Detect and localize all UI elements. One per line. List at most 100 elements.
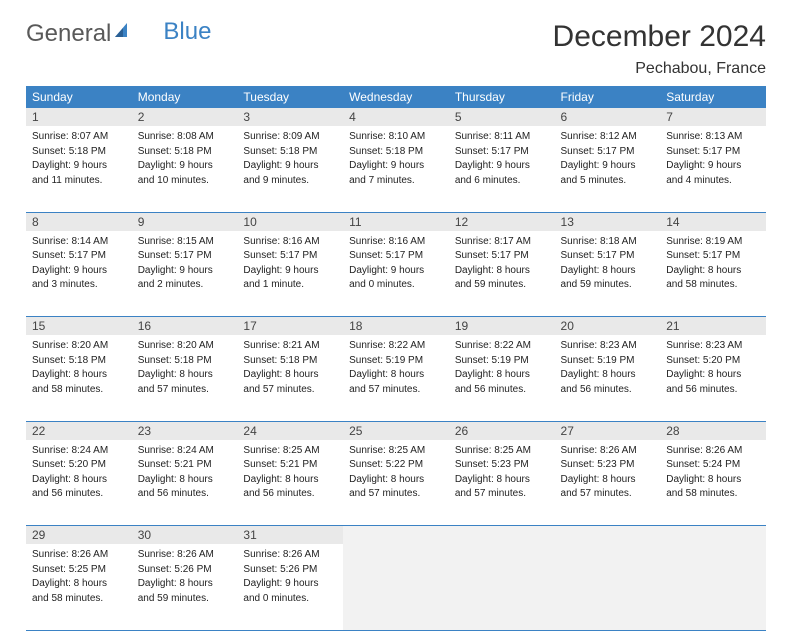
sunset-text: Sunset: 5:18 PM bbox=[32, 354, 126, 368]
day-cell: Sunrise: 8:21 AMSunset: 5:18 PMDaylight:… bbox=[237, 335, 343, 421]
daylight-text: Daylight: 8 hours bbox=[561, 368, 655, 382]
sunrise-text: Sunrise: 8:18 AM bbox=[561, 235, 655, 249]
sunrise-text: Sunrise: 8:16 AM bbox=[243, 235, 337, 249]
daylight-text: Daylight: 9 hours bbox=[349, 159, 443, 173]
daylight-text: Daylight: 8 hours bbox=[455, 473, 549, 487]
day-cell: Sunrise: 8:18 AMSunset: 5:17 PMDaylight:… bbox=[555, 231, 661, 317]
day-number-cell: 11 bbox=[343, 213, 449, 231]
daylight-text: and 56 minutes. bbox=[561, 383, 655, 397]
daylight-text: Daylight: 8 hours bbox=[138, 473, 232, 487]
day-number: 4 bbox=[349, 110, 356, 124]
day-number: 13 bbox=[561, 215, 574, 229]
daylight-text: Daylight: 8 hours bbox=[349, 368, 443, 382]
sunset-text: Sunset: 5:17 PM bbox=[666, 145, 760, 159]
day-number-cell: 14 bbox=[660, 213, 766, 231]
sunset-text: Sunset: 5:18 PM bbox=[243, 145, 337, 159]
sunset-text: Sunset: 5:17 PM bbox=[666, 249, 760, 263]
daylight-text: Daylight: 8 hours bbox=[32, 473, 126, 487]
day-number-cell: 8 bbox=[26, 213, 132, 231]
daylight-text: and 59 minutes. bbox=[455, 278, 549, 292]
sunset-text: Sunset: 5:26 PM bbox=[138, 563, 232, 577]
day-cell bbox=[449, 544, 555, 630]
day-number: 19 bbox=[455, 319, 468, 333]
day-number-row: 15161718192021 bbox=[26, 317, 766, 335]
day-cell: Sunrise: 8:22 AMSunset: 5:19 PMDaylight:… bbox=[343, 335, 449, 421]
sunrise-text: Sunrise: 8:07 AM bbox=[32, 130, 126, 144]
dow-thursday: Thursday bbox=[449, 86, 555, 108]
daylight-text: and 56 minutes. bbox=[138, 487, 232, 501]
sunrise-text: Sunrise: 8:13 AM bbox=[666, 130, 760, 144]
day-number: 28 bbox=[666, 424, 679, 438]
week-row: Sunrise: 8:24 AMSunset: 5:20 PMDaylight:… bbox=[26, 440, 766, 526]
daylight-text: Daylight: 8 hours bbox=[243, 368, 337, 382]
day-number-cell: 1 bbox=[26, 108, 132, 126]
daylight-text: Daylight: 8 hours bbox=[138, 368, 232, 382]
day-number-cell: 9 bbox=[132, 213, 238, 231]
dow-friday: Friday bbox=[555, 86, 661, 108]
dow-wednesday: Wednesday bbox=[343, 86, 449, 108]
day-cell: Sunrise: 8:20 AMSunset: 5:18 PMDaylight:… bbox=[132, 335, 238, 421]
day-cell: Sunrise: 8:14 AMSunset: 5:17 PMDaylight:… bbox=[26, 231, 132, 317]
sunrise-text: Sunrise: 8:26 AM bbox=[32, 548, 126, 562]
daylight-text: Daylight: 9 hours bbox=[243, 264, 337, 278]
daylight-text: Daylight: 8 hours bbox=[349, 473, 443, 487]
daylight-text: Daylight: 8 hours bbox=[32, 368, 126, 382]
day-cell: Sunrise: 8:16 AMSunset: 5:17 PMDaylight:… bbox=[343, 231, 449, 317]
sail-icon bbox=[113, 20, 133, 48]
sunset-text: Sunset: 5:17 PM bbox=[455, 145, 549, 159]
day-number-cell: 4 bbox=[343, 108, 449, 126]
day-number-cell: 10 bbox=[237, 213, 343, 231]
daylight-text: and 11 minutes. bbox=[32, 174, 126, 188]
daylight-text: Daylight: 9 hours bbox=[561, 159, 655, 173]
daylight-text: Daylight: 9 hours bbox=[243, 577, 337, 591]
sunset-text: Sunset: 5:18 PM bbox=[243, 354, 337, 368]
day-number: 17 bbox=[243, 319, 256, 333]
day-number-cell: 28 bbox=[660, 422, 766, 440]
sunrise-text: Sunrise: 8:25 AM bbox=[455, 444, 549, 458]
day-number-cell bbox=[660, 526, 766, 544]
daylight-text: Daylight: 9 hours bbox=[349, 264, 443, 278]
daylight-text: and 57 minutes. bbox=[455, 487, 549, 501]
day-cell: Sunrise: 8:17 AMSunset: 5:17 PMDaylight:… bbox=[449, 231, 555, 317]
location-label: Pechabou, France bbox=[553, 60, 766, 78]
sunset-text: Sunset: 5:19 PM bbox=[349, 354, 443, 368]
day-number-cell: 6 bbox=[555, 108, 661, 126]
day-cell: Sunrise: 8:10 AMSunset: 5:18 PMDaylight:… bbox=[343, 126, 449, 212]
day-number: 7 bbox=[666, 110, 673, 124]
day-cell: Sunrise: 8:25 AMSunset: 5:23 PMDaylight:… bbox=[449, 440, 555, 526]
daylight-text: Daylight: 8 hours bbox=[138, 577, 232, 591]
day-number-cell: 21 bbox=[660, 317, 766, 335]
daylight-text: Daylight: 8 hours bbox=[561, 473, 655, 487]
sunrise-text: Sunrise: 8:23 AM bbox=[666, 339, 760, 353]
dow-sunday: Sunday bbox=[26, 86, 132, 108]
day-number: 20 bbox=[561, 319, 574, 333]
week-separator bbox=[26, 630, 766, 631]
day-cell: Sunrise: 8:26 AMSunset: 5:24 PMDaylight:… bbox=[660, 440, 766, 526]
daylight-text: and 57 minutes. bbox=[561, 487, 655, 501]
sunset-text: Sunset: 5:23 PM bbox=[455, 458, 549, 472]
day-cell: Sunrise: 8:08 AMSunset: 5:18 PMDaylight:… bbox=[132, 126, 238, 212]
daylight-text: Daylight: 9 hours bbox=[32, 264, 126, 278]
sunset-text: Sunset: 5:25 PM bbox=[32, 563, 126, 577]
sunrise-text: Sunrise: 8:24 AM bbox=[32, 444, 126, 458]
day-number-cell: 7 bbox=[660, 108, 766, 126]
day-number: 15 bbox=[32, 319, 45, 333]
day-number: 8 bbox=[32, 215, 39, 229]
day-number: 30 bbox=[138, 528, 151, 542]
day-number: 29 bbox=[32, 528, 45, 542]
sunrise-text: Sunrise: 8:09 AM bbox=[243, 130, 337, 144]
day-cell: Sunrise: 8:07 AMSunset: 5:18 PMDaylight:… bbox=[26, 126, 132, 212]
daylight-text: Daylight: 9 hours bbox=[666, 159, 760, 173]
daylight-text: Daylight: 8 hours bbox=[455, 368, 549, 382]
day-cell: Sunrise: 8:19 AMSunset: 5:17 PMDaylight:… bbox=[660, 231, 766, 317]
daylight-text: and 56 minutes. bbox=[243, 487, 337, 501]
day-cell bbox=[343, 544, 449, 630]
sunrise-text: Sunrise: 8:20 AM bbox=[138, 339, 232, 353]
daylight-text: and 57 minutes. bbox=[243, 383, 337, 397]
daylight-text: Daylight: 8 hours bbox=[32, 577, 126, 591]
sunset-text: Sunset: 5:17 PM bbox=[561, 145, 655, 159]
sunrise-text: Sunrise: 8:26 AM bbox=[561, 444, 655, 458]
day-number: 10 bbox=[243, 215, 256, 229]
daylight-text: and 3 minutes. bbox=[32, 278, 126, 292]
day-number: 24 bbox=[243, 424, 256, 438]
